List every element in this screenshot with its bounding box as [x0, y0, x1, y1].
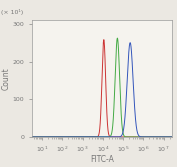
X-axis label: FITC-A: FITC-A: [90, 155, 114, 164]
Text: (× 10¹): (× 10¹): [1, 9, 23, 15]
Y-axis label: Count: Count: [2, 67, 11, 90]
